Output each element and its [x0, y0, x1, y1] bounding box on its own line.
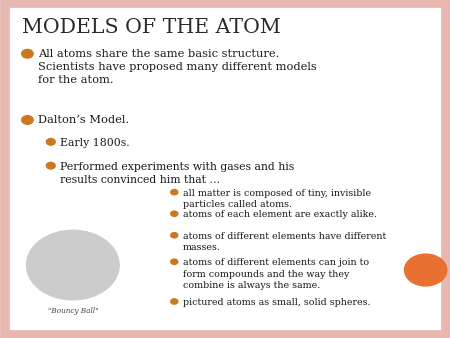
- Circle shape: [405, 254, 447, 286]
- Circle shape: [171, 190, 178, 195]
- Text: MODELS OF THE ATOM: MODELS OF THE ATOM: [22, 18, 281, 37]
- Text: Performed experiments with gases and his
results convinced him that …: Performed experiments with gases and his…: [59, 162, 294, 185]
- Circle shape: [171, 299, 178, 304]
- Circle shape: [27, 230, 119, 300]
- Text: atoms of different elements can join to
form compounds and the way they
combine : atoms of different elements can join to …: [183, 259, 369, 290]
- Circle shape: [22, 116, 33, 124]
- Text: Early 1800s.: Early 1800s.: [59, 138, 129, 148]
- Text: atoms of different elements have different
masses.: atoms of different elements have differe…: [183, 232, 387, 252]
- Text: pictured atoms as small, solid spheres.: pictured atoms as small, solid spheres.: [183, 298, 371, 307]
- Text: "Bouncy Ball": "Bouncy Ball": [48, 307, 98, 315]
- Circle shape: [171, 259, 178, 264]
- Circle shape: [171, 233, 178, 238]
- Circle shape: [46, 162, 55, 169]
- Text: atoms of each element are exactly alike.: atoms of each element are exactly alike.: [183, 210, 377, 219]
- Circle shape: [22, 49, 33, 58]
- Circle shape: [171, 211, 178, 216]
- Circle shape: [46, 139, 55, 145]
- Text: All atoms share the same basic structure.
Scientists have proposed many differen: All atoms share the same basic structure…: [37, 49, 316, 86]
- Text: Dalton’s Model.: Dalton’s Model.: [37, 115, 129, 125]
- Text: all matter is composed of tiny, invisible
particles called atoms.: all matter is composed of tiny, invisibl…: [183, 189, 371, 209]
